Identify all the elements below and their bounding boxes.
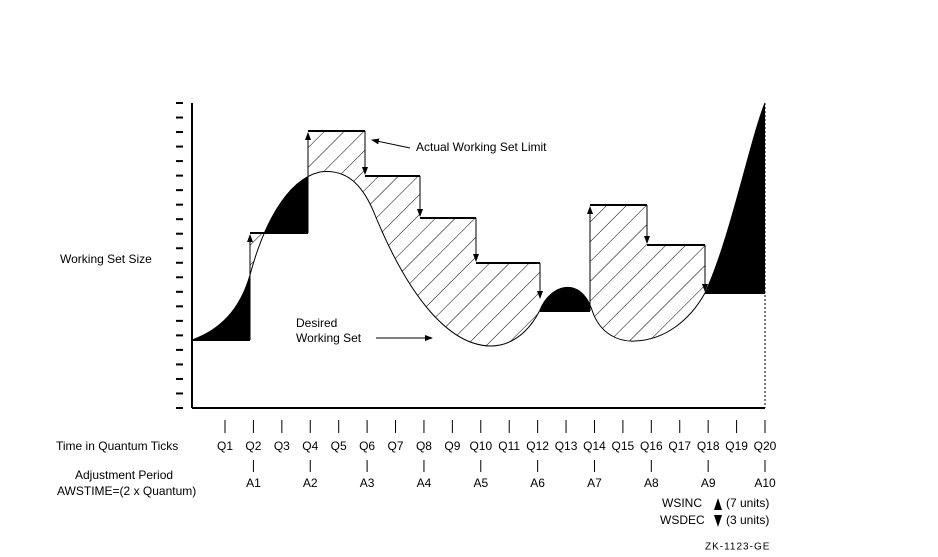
- a-label: A10: [754, 476, 776, 490]
- figure-id: ZK-1123-GE: [705, 542, 770, 553]
- annotation-arrow: [371, 138, 411, 149]
- a-label: A1: [246, 476, 261, 490]
- q-label: Q9: [444, 439, 460, 453]
- legend-dec-units: (3 units): [726, 513, 769, 527]
- q-label: Q2: [245, 439, 261, 453]
- a-label: A9: [701, 476, 716, 490]
- q-label: Q5: [331, 439, 347, 453]
- q-label: Q8: [416, 439, 432, 453]
- q-label: Q1: [217, 439, 233, 453]
- q-label: Q17: [668, 439, 691, 453]
- desired-label: Desired: [296, 316, 337, 330]
- a-label: A6: [530, 476, 545, 490]
- q-label: Q11: [498, 439, 520, 453]
- dec-icon: [714, 515, 722, 527]
- q-label: Q13: [555, 439, 578, 453]
- time-axis-label: Time in Quantum Ticks: [56, 439, 178, 453]
- q-label: Q4: [302, 439, 318, 453]
- q-label: Q3: [274, 439, 290, 453]
- a-label: A3: [360, 476, 375, 490]
- below-curve: [192, 103, 765, 408]
- q-label: Q14: [583, 439, 606, 453]
- a-label: A2: [303, 476, 318, 490]
- legend-dec: WSDEC: [660, 513, 705, 527]
- y-ticks: [176, 102, 183, 409]
- q-label: Q16: [640, 439, 663, 453]
- plot: [176, 102, 766, 409]
- q-label: Q15: [612, 439, 635, 453]
- q-label: Q19: [725, 439, 748, 453]
- a-label: A8: [644, 476, 659, 490]
- q-label: Q18: [697, 439, 720, 453]
- adjust-arrows: [247, 131, 708, 340]
- a-label: A5: [473, 476, 488, 490]
- inc-icon: [714, 498, 722, 510]
- q-label: Q12: [526, 439, 549, 453]
- legend-inc-units: (7 units): [726, 496, 769, 510]
- q-label: Q20: [754, 439, 777, 453]
- desired-label: Working Set: [296, 331, 362, 345]
- adjustment-label: Adjustment Period: [75, 468, 173, 482]
- y-axis-label: Working Set Size: [60, 252, 152, 266]
- desired-curve: [191, 102, 766, 347]
- limit-label: Actual Working Set Limit: [416, 140, 547, 154]
- q-label: Q10: [469, 439, 492, 453]
- a-label: A7: [587, 476, 602, 490]
- a-label: A4: [417, 476, 432, 490]
- legend-inc: WSINC: [662, 496, 702, 510]
- q-label: Q6: [359, 439, 375, 453]
- q-label: Q7: [388, 439, 404, 453]
- limit-step: [192, 130, 765, 341]
- adjustment-label: AWSTIME=(2 x Quantum): [57, 484, 196, 498]
